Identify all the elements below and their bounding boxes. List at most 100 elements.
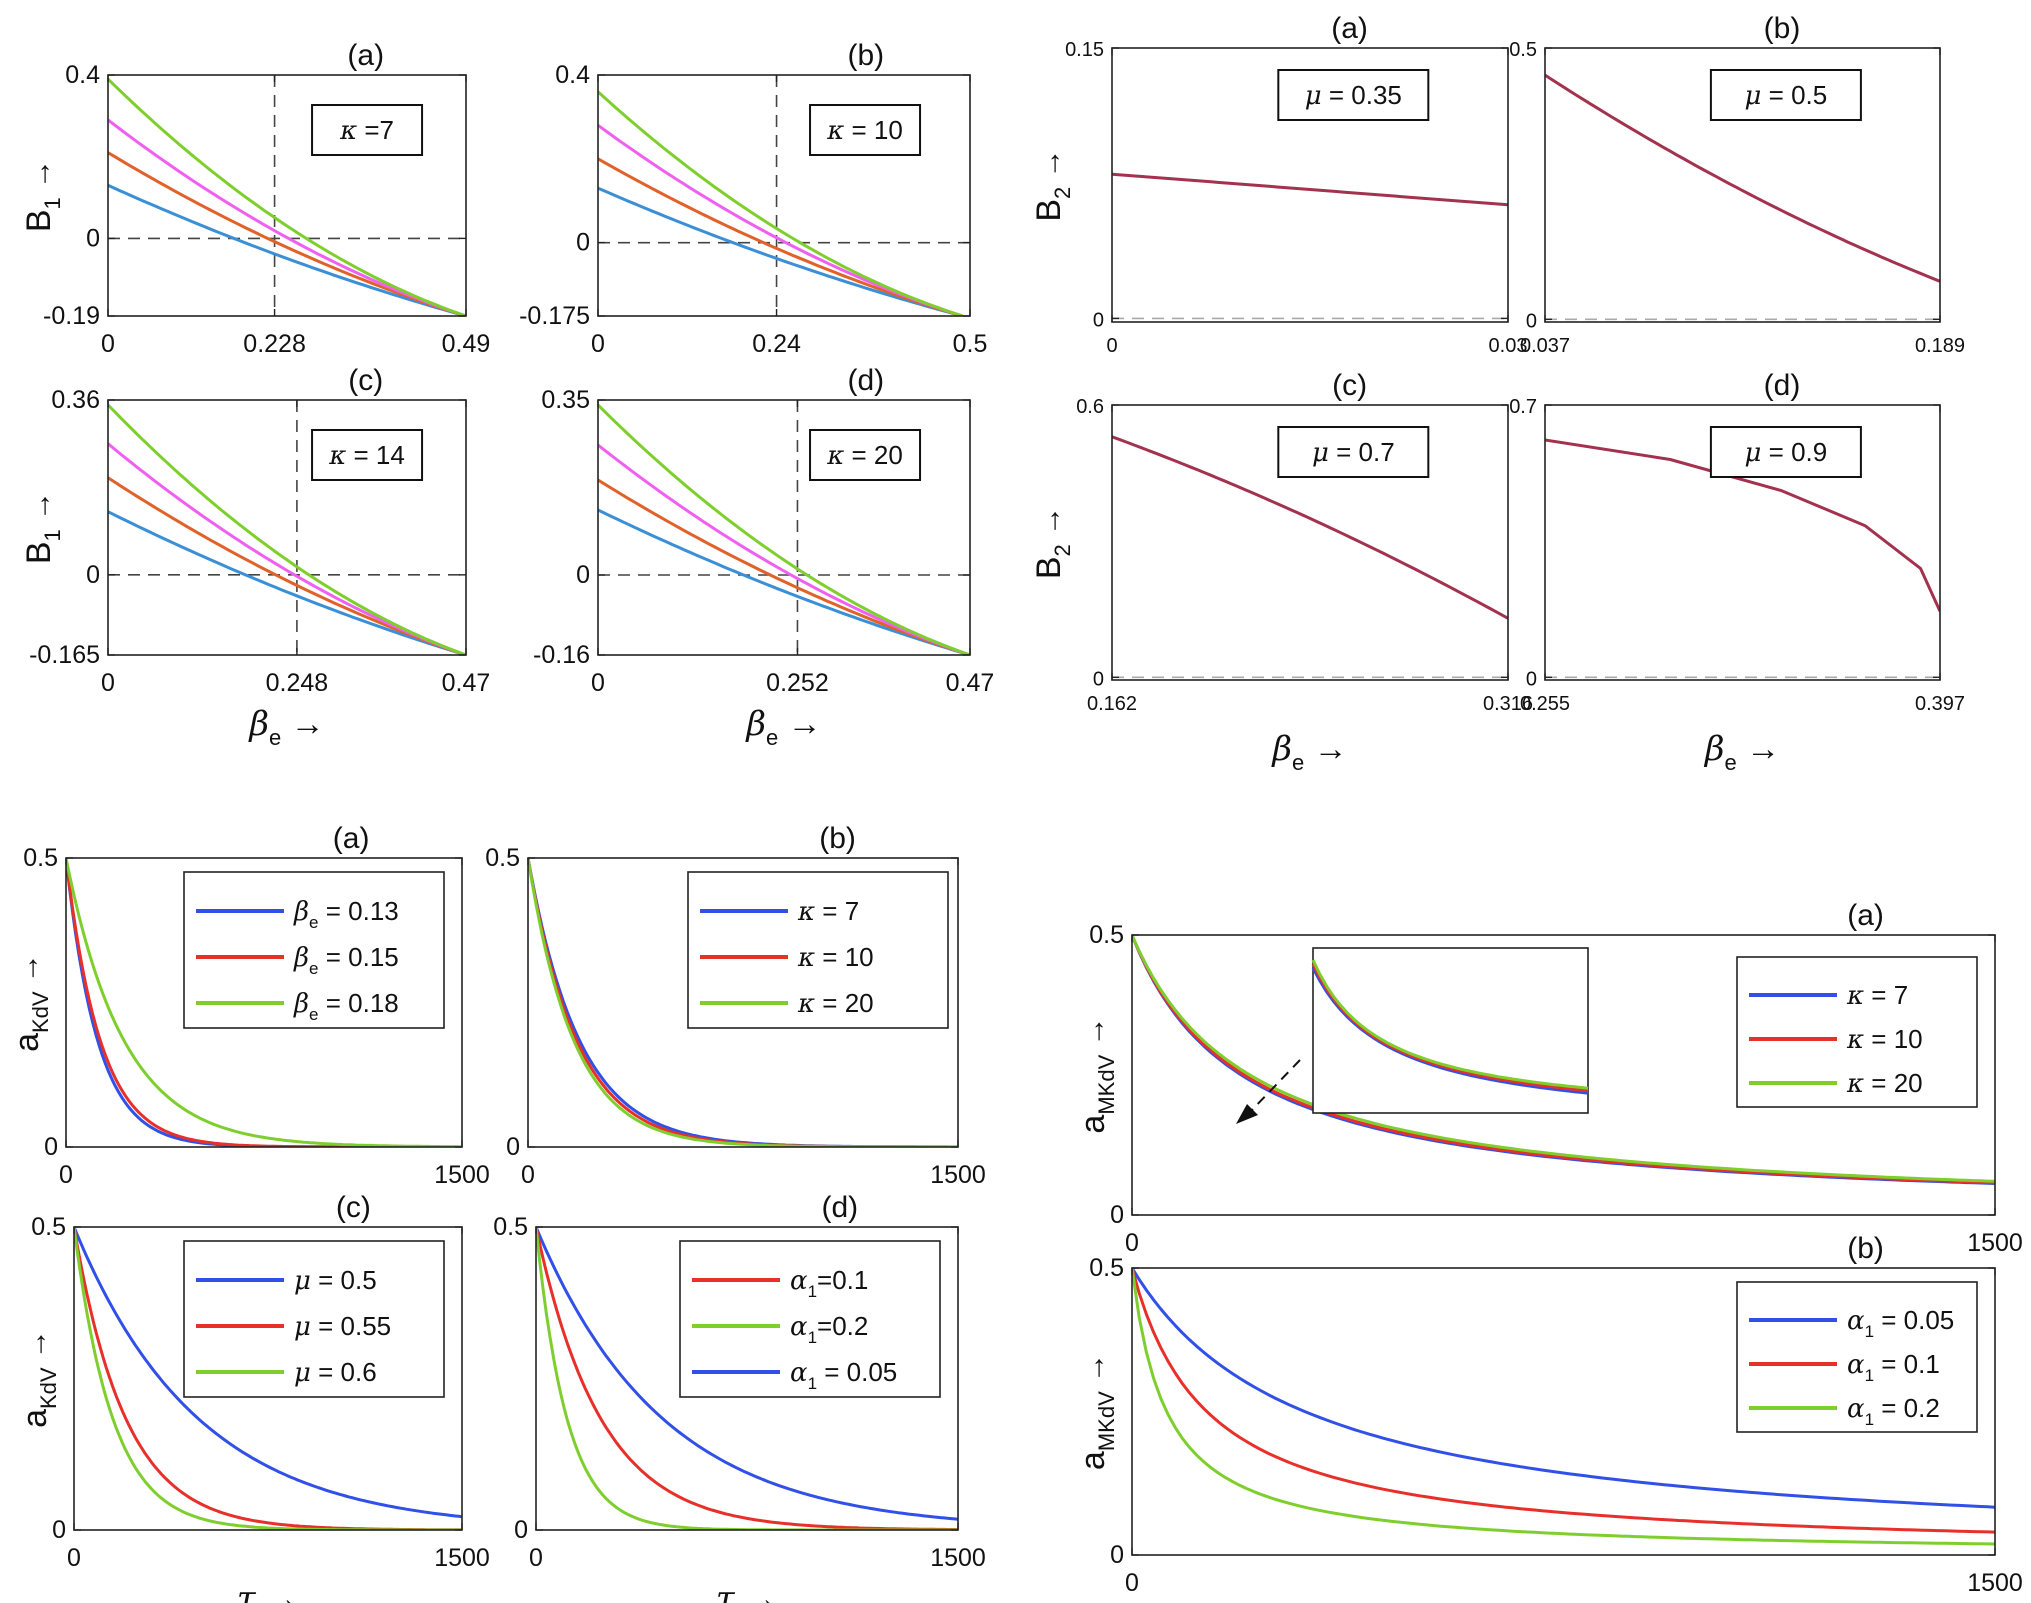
x-tick-label: 0 xyxy=(529,1544,543,1572)
y-tick-label: 0 xyxy=(576,561,590,589)
plot-frame xyxy=(107,399,467,656)
plot-frame xyxy=(1544,47,1941,323)
x-tick-label: 0.03 xyxy=(1489,335,1528,357)
inset-pointer-line xyxy=(1249,1059,1301,1113)
plot-frame xyxy=(107,74,467,317)
x-tick-label: 0 xyxy=(521,1161,535,1189)
y-axis-label: B2 → xyxy=(1030,148,1075,221)
x-tick-label: 0.47 xyxy=(946,669,995,697)
series-line-2 xyxy=(1132,1268,1995,1534)
y-tick-label: 0.5 xyxy=(1089,921,1124,949)
panel-title: (c) xyxy=(1332,369,1367,402)
series-line-1 xyxy=(598,186,963,316)
series-line-2 xyxy=(598,478,970,655)
x-axis-label: βe → xyxy=(247,704,324,750)
y-tick-label: 0 xyxy=(86,561,100,589)
parameter-box xyxy=(809,429,922,481)
parameter-label: κ = 20 xyxy=(826,440,903,471)
y-tick-label: -0.165 xyxy=(29,641,100,669)
panel-kdvd: 0 1500 0 0.5 (d) τ → α1=0.1 α1=0.2 α1 = 0.05 xyxy=(493,1191,986,1603)
y-tick-label: 0.35 xyxy=(541,386,590,414)
parameter-box xyxy=(1709,426,1862,478)
panel-b2b: 0.037 0.189 0 0.5 (b) μ = 0.5 xyxy=(1509,12,1965,357)
x-axis-label: τ → xyxy=(716,1579,778,1603)
legend-label: κ = 10 xyxy=(797,942,874,973)
x-tick-label: 0 xyxy=(101,669,115,697)
y-tick-label: 0.4 xyxy=(555,61,590,89)
y-tick-label: 0 xyxy=(1526,310,1537,332)
series-group xyxy=(1545,73,1940,283)
series-line-2 xyxy=(108,151,466,316)
legend-label: μ = 0.55 xyxy=(294,1311,391,1342)
y-tick-label: 0.36 xyxy=(51,386,100,414)
series-line-3 xyxy=(66,858,462,1147)
x-tick-label: 0.47 xyxy=(442,669,491,697)
series-group xyxy=(1545,438,1940,612)
x-tick-label: 1500 xyxy=(1967,1229,2023,1257)
panel-title: (b) xyxy=(848,39,885,72)
y-tick-label: 0.5 xyxy=(1509,39,1537,61)
x-tick-label: 0 xyxy=(101,330,115,358)
legend-label: α1 = 0.05 xyxy=(1847,1305,1954,1341)
series-line-1 xyxy=(1132,1268,1995,1509)
series-line-1 xyxy=(108,510,466,655)
x-tick-label: 1500 xyxy=(930,1161,986,1189)
parameter-label: μ = 0.35 xyxy=(1305,80,1402,111)
x-tick-label: 0.189 xyxy=(1915,335,1965,357)
legend-label: βe = 0.15 xyxy=(293,942,399,978)
legend-label: α1=0.1 xyxy=(790,1265,868,1301)
y-tick-label: 0.6 xyxy=(1076,396,1104,418)
x-axis-label: βe → xyxy=(1703,729,1780,775)
y-tick-label: 0.7 xyxy=(1509,396,1537,418)
parameter-label: μ = 0.7 xyxy=(1312,437,1395,468)
legend-label: κ = 20 xyxy=(1846,1068,1923,1099)
plot-frame xyxy=(1111,404,1509,681)
panel-title: (d) xyxy=(822,1191,859,1224)
legend-label: κ = 7 xyxy=(1846,980,1908,1011)
panel-title: (a) xyxy=(347,39,384,72)
legend-label: κ = 7 xyxy=(797,896,859,927)
panel-title: (b) xyxy=(819,822,856,855)
x-axis-label: βe → xyxy=(1270,729,1347,775)
series-line-1 xyxy=(536,1227,958,1521)
series-group xyxy=(108,403,466,655)
panel-b2d: 0.255 0.397 0 0.7 (d) βe → μ = 0.9 xyxy=(1509,369,1965,775)
legend: α1 = 0.05 α1 = 0.1 α1 = 0.2 xyxy=(1736,1281,1978,1433)
y-tick-label: 0 xyxy=(1093,309,1104,331)
series-line-1 xyxy=(108,183,466,316)
x-tick-label: 0 xyxy=(591,669,605,697)
x-tick-label: 0.24 xyxy=(752,330,801,358)
parameter-box xyxy=(1709,69,1862,121)
series-line-1 xyxy=(598,508,970,655)
series-line-3 xyxy=(1132,1268,1995,1546)
legend-label: βe = 0.18 xyxy=(293,988,399,1024)
series-group xyxy=(108,78,466,316)
parameter-box xyxy=(1277,426,1430,478)
y-axis-label: B1 → xyxy=(20,491,65,564)
x-tick-label: 0.037 xyxy=(1520,335,1570,357)
y-tick-label: 0.5 xyxy=(493,1213,528,1241)
plot-frame xyxy=(1544,404,1941,681)
x-axis-label: τ → xyxy=(237,1579,299,1603)
series-line-1 xyxy=(1545,438,1940,612)
inset-series-line xyxy=(1311,959,1589,1090)
series-line-4 xyxy=(598,90,964,316)
panel-title: (a) xyxy=(1331,12,1368,45)
y-axis-label: aMKdV → xyxy=(1074,1353,1119,1470)
x-axis-label: βe → xyxy=(744,704,821,750)
legend-label: κ = 10 xyxy=(1846,1024,1923,1055)
y-tick-label: 0 xyxy=(86,224,100,252)
x-tick-label: 0 xyxy=(1106,335,1117,357)
x-tick-label: 0 xyxy=(67,1544,81,1572)
panel-title: (c) xyxy=(348,364,383,397)
y-tick-label: 0 xyxy=(1093,668,1104,690)
x-tick-label: 1500 xyxy=(930,1544,986,1572)
series-line-1 xyxy=(1545,73,1940,283)
inset-pointer-arrowhead xyxy=(1236,1104,1258,1124)
parameter-box xyxy=(311,429,424,481)
legend-label: α1 = 0.2 xyxy=(1847,1393,1940,1429)
